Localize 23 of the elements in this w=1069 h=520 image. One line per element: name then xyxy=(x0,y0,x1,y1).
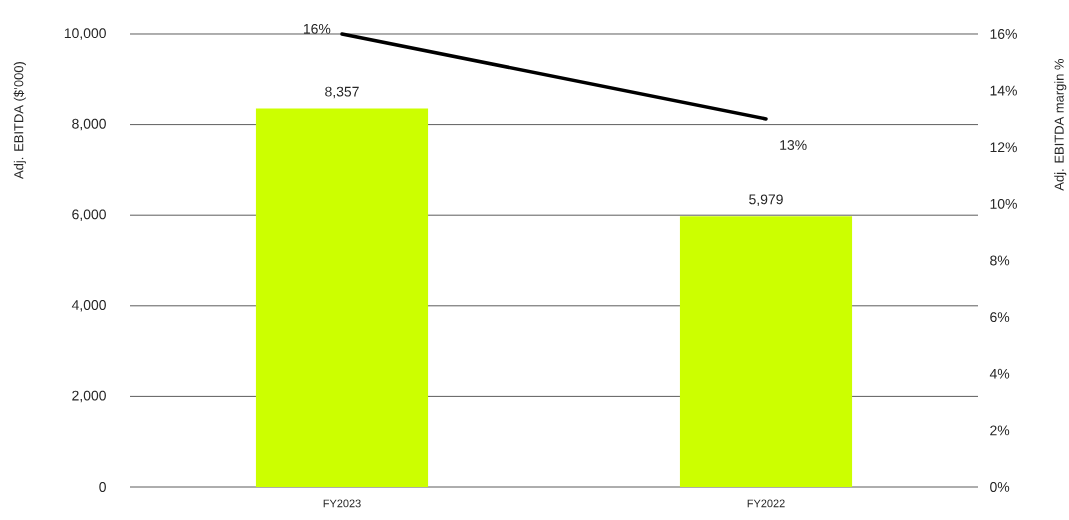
y2-tick-label: 2% xyxy=(990,425,1010,436)
y-tick-label: 0 xyxy=(99,482,106,492)
y2-tick-label: 16% xyxy=(990,29,1017,39)
y2-tick-label: 10% xyxy=(990,198,1017,209)
data-label: 8,357 xyxy=(325,86,359,99)
data-label: 16% xyxy=(303,23,331,34)
y-tick-label: 4,000 xyxy=(71,300,106,312)
y-tick-label: 10,000 xyxy=(64,28,106,40)
x-tick-label: FY2022 xyxy=(747,499,785,508)
y-tick-label: 8,000 xyxy=(72,118,106,131)
y2-tick-label: 12% xyxy=(990,142,1017,153)
y-tick-label: 2,000 xyxy=(72,390,106,403)
y2-axis-title: Adj. EBITDA margin % xyxy=(1054,58,1067,191)
data-label: 5,979 xyxy=(749,194,783,206)
y2-tick-label: 14% xyxy=(990,85,1017,96)
y-axis-title: Adj. EBITDA ($’000) xyxy=(13,61,26,179)
y2-tick-label: 0% xyxy=(990,482,1010,492)
data-label: 13% xyxy=(780,140,807,151)
y2-tick-label: 6% xyxy=(990,312,1010,323)
y-tick-label: 6,000 xyxy=(72,209,106,221)
y2-tick-label: 4% xyxy=(989,368,1010,379)
y2-tick-label: 8% xyxy=(990,255,1010,266)
x-tick-label: FY2023 xyxy=(323,499,361,508)
